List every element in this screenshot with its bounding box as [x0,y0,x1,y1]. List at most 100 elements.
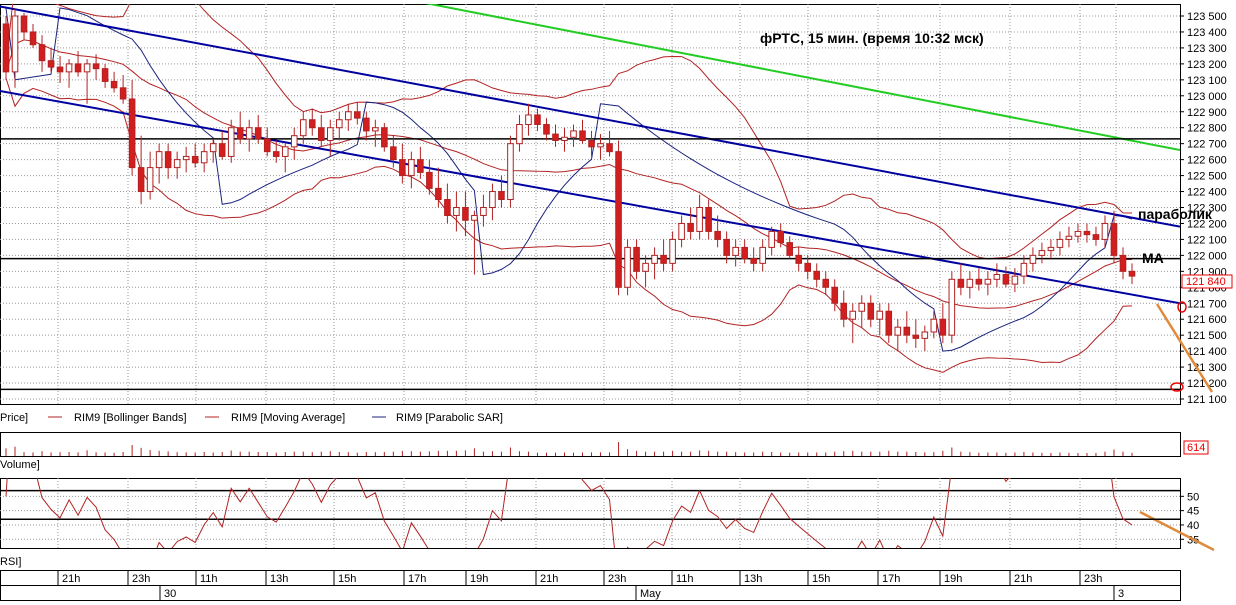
candle-down [804,262,812,272]
candle-down [399,159,406,177]
candle-down [606,143,613,153]
candle-up [651,254,658,264]
time-tick-label: 15h [812,573,830,585]
horizontal-levels [0,138,1180,391]
candle-down [38,44,46,62]
candle-down [101,68,109,82]
candle-down [714,230,721,240]
time-tick-label: 17h [408,573,426,585]
candle-down [110,80,118,89]
trend-lines [0,4,1180,305]
candle-down [723,238,730,256]
bollinger-upper-band [5,4,1133,260]
price-tick-label: 123 100 [1187,75,1227,87]
time-tick-label: 11h [676,573,694,585]
candle-down [750,258,757,264]
candle-up [182,155,190,161]
candle-up [858,302,866,312]
candle-down [47,60,55,68]
candle-up [173,159,181,169]
candle-down [263,138,271,153]
candle-up [894,326,902,336]
time-tick-label: 13h [270,573,288,585]
candle-down [588,139,595,148]
price-tick-label: 122 600 [1187,155,1227,167]
time-tick-label: 15h [338,573,356,585]
candle-down [579,130,586,141]
candle-down [1110,222,1118,256]
candle-up [1047,246,1055,252]
rsi-tick-label: 40 [1187,520,1199,532]
candle-down [308,119,316,129]
candle-down [705,207,712,232]
candle-up [561,136,568,141]
candle-up [948,278,956,336]
candle-up [642,262,649,272]
time-tick-label: 23h [132,573,150,585]
candle-down [777,230,784,244]
indicator-lines [5,4,1133,373]
volume-panel-frame [0,432,1181,457]
time-tick-label: 23h [1084,573,1102,585]
candle-down [462,207,469,221]
candle-up [732,246,739,256]
candle-down [29,31,37,46]
target-marker-upper [1177,301,1187,313]
candle-up [336,119,343,129]
legend-ma: RIM9 [Moving Average] [231,412,345,424]
candle-up [516,124,523,145]
candle-up [209,143,217,153]
candle-down [903,326,911,336]
date-tick-label: May [640,588,661,600]
candle-down [2,23,10,73]
price-panel-frame [0,4,1181,405]
candle-up [624,246,631,288]
candle-down [128,98,136,169]
date-tick-label: 30 [164,588,176,600]
price-tick-label: 123 000 [1187,91,1227,103]
candle-down [435,187,442,201]
candle-down [885,310,893,336]
price-tick-label: 122 500 [1187,171,1227,183]
price-tick-label: 121 500 [1187,330,1227,342]
candle-up [146,167,154,193]
candle-down [786,242,793,256]
candle-down [534,114,541,126]
candle-up [489,191,496,209]
candle-down [1083,230,1091,236]
time-tick-label: 21h [540,573,558,585]
candle-up [1074,230,1082,237]
candle-down [1128,270,1136,277]
lower-channel-line [0,90,1180,305]
candle-up [930,318,938,333]
candle-down [615,151,622,288]
candle-up [281,146,289,157]
candle-down [957,278,965,288]
candle-up [453,207,460,216]
candle-up [299,119,307,137]
candle-down [317,127,325,141]
price-tick-label: 123 500 [1187,11,1227,23]
time-tick-label: 19h [944,573,962,585]
candle-up [678,222,685,240]
candle-up [696,207,703,232]
time-axis: 21h 23h 11h 13h 15h 17h 19h 21h 23h 11h 13h 15h 17h 1… [57,570,1124,600]
candle-up [227,127,235,157]
candle-up [245,127,253,140]
candle-down [191,155,199,164]
candle-down [164,151,172,169]
candle-down [390,146,397,161]
candle-down [939,318,947,336]
price-tick-label: 122 000 [1187,250,1227,262]
volume-last-value: 614 [1187,442,1205,454]
candle-down [137,167,145,193]
candle-down [381,127,388,148]
price-tick-label: 122 400 [1187,187,1227,199]
rsi-tick-label: 45 [1187,506,1199,518]
chart-title: фРТС, 15 мин. (время 10:32 мск) [760,30,984,46]
candle-down [543,124,550,135]
legend-bollinger: RIM9 [Bollinger Bands] [74,412,187,424]
candle-up [669,238,676,264]
candle-down [354,111,361,119]
candle-up [83,63,91,73]
